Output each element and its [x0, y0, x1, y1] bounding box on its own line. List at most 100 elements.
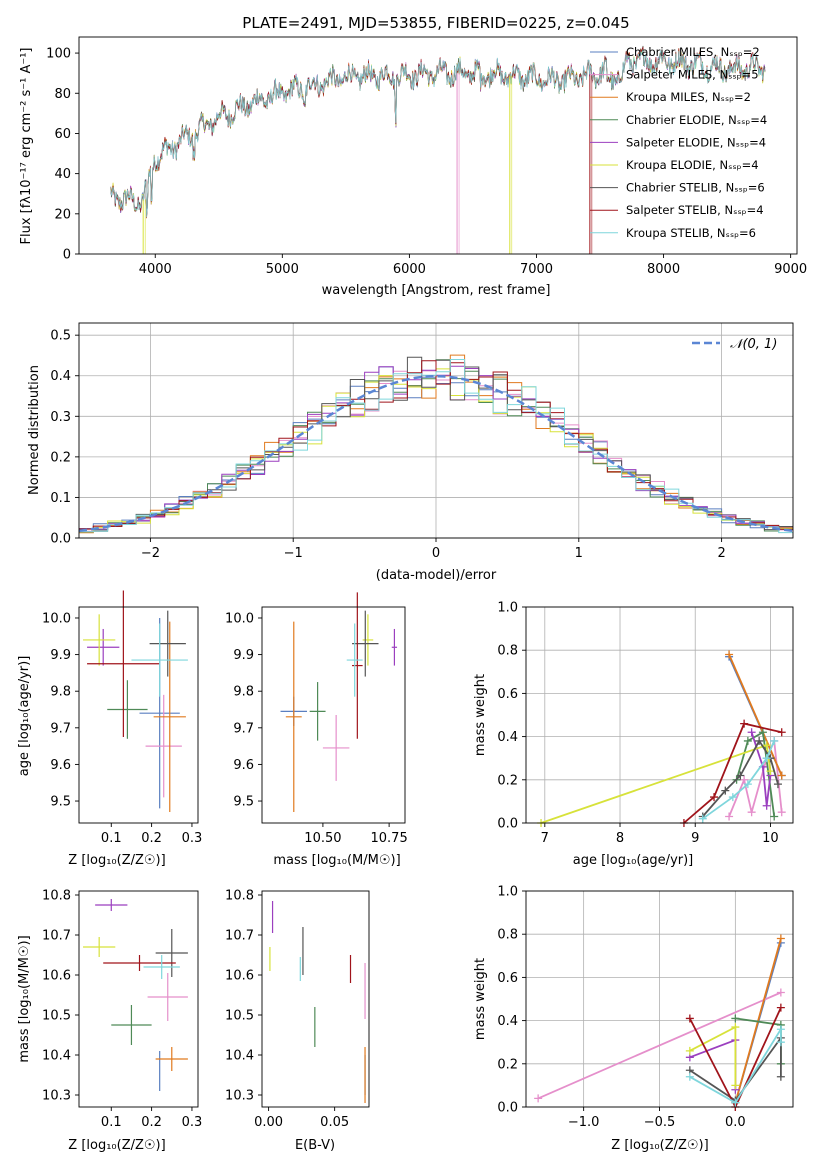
y-tick-label: 0 [63, 248, 71, 263]
mass-age-xlabel: mass [log₁₀(M/M☉)] [273, 853, 400, 868]
massweight-marker [758, 728, 767, 737]
massweight-marker [731, 1098, 740, 1107]
z-massweight-ylabel: mass weight [473, 958, 488, 1040]
massweight-marker [776, 1003, 785, 1012]
massweight-series-line [750, 732, 772, 806]
massweight-marker [731, 1014, 740, 1023]
massweight-series-line [735, 730, 776, 817]
ebv-mass-panel: E(B-V) 0.00 0.05 10.3 10.4 10.5 10.6 10.7 10.8 [225, 889, 370, 1153]
histogram-series-step [79, 359, 793, 534]
histogram-xlabel: (data-model)/error [376, 568, 497, 583]
y-tick-label: 40 [54, 167, 71, 182]
y-tick-label: 0.2 [497, 1057, 518, 1072]
massweight-marker [725, 650, 734, 659]
y-tick-label: 9.7 [233, 721, 254, 736]
massweight-marker [736, 771, 745, 780]
x-tick-label: 2 [717, 546, 725, 561]
legend-entry: Chabrier MILES, Nₛₛₚ=2 [626, 45, 760, 59]
massweight-marker [777, 771, 786, 780]
y-tick-label: 0.6 [497, 971, 518, 986]
x-tick-label: 7000 [520, 262, 553, 277]
plot-frame [78, 890, 199, 1108]
y-tick-label: 9.8 [233, 685, 254, 700]
y-tick-label: 10.4 [225, 1049, 254, 1064]
massweight-series-line [689, 1035, 782, 1102]
x-tick-label: −0.5 [644, 1115, 676, 1130]
x-tick-label: 0.00 [254, 1115, 283, 1130]
massweight-series-line [689, 1025, 737, 1086]
y-tick-label: 0.0 [497, 1101, 518, 1116]
x-tick-label: −2 [141, 546, 160, 561]
y-tick-label: 0.4 [50, 369, 71, 384]
z-age-xlabel: Z [log₁₀(Z/Z☉)] [68, 853, 165, 868]
massweight-series-line [702, 739, 779, 818]
massweight-series-line [683, 722, 782, 824]
y-tick-label: 9.6 [50, 758, 71, 773]
x-tick-label: 6000 [393, 262, 426, 277]
spectrum-series-line [110, 49, 766, 218]
legend-entry: Chabrier STELIB, Nₛₛₚ=6 [626, 181, 765, 195]
massweight-marker [685, 1072, 694, 1081]
mass-age-panel: mass [log₁₀(M/M☉)] 10.50 10.75 9.5 9.6 9.7 9.… [225, 592, 408, 868]
x-tick-label: 8 [616, 831, 624, 846]
x-tick-label: 0.3 [182, 1115, 203, 1130]
legend-entry: Chabrier ELODIE, Nₛₛₚ=4 [626, 113, 767, 127]
massweight-marker [762, 754, 771, 763]
massweight-marker [710, 793, 719, 802]
x-tick-label: 7 [541, 831, 549, 846]
y-tick-label: 10.4 [42, 1049, 71, 1064]
legend-entry: 𝒩(0, 1) [730, 337, 777, 352]
y-tick-label: 9.7 [50, 721, 71, 736]
y-tick-label: 10.0 [225, 611, 254, 626]
y-tick-label: 1.0 [497, 885, 518, 900]
massweight-marker [731, 1023, 740, 1032]
x-tick-label: −1 [284, 546, 303, 561]
legend-entry: Kroupa ELODIE, Nₛₛₚ=4 [626, 158, 759, 172]
massweight-marker [743, 736, 752, 745]
massweight-series-line [734, 938, 782, 1103]
massweight-series-line [540, 743, 772, 824]
y-tick-label: 0.8 [497, 644, 518, 659]
y-tick-label: 0.2 [497, 773, 518, 788]
x-tick-label: 5000 [266, 262, 299, 277]
plot-frame [525, 890, 794, 1108]
spectrum-title: PLATE=2491, MJD=53855, FIBERID=0225, z=0… [242, 14, 629, 32]
z-massweight-panel: Z [log₁₀(Z/Z☉)] mass weight −1.0 −0.5 0.0 0… [473, 885, 794, 1153]
massweight-marker [747, 728, 756, 737]
x-tick-label: 4000 [139, 262, 172, 277]
x-tick-label: 0.3 [182, 831, 203, 846]
massweight-marker [776, 988, 785, 997]
y-tick-label: 10.5 [225, 1009, 254, 1024]
massweight-marker [777, 808, 786, 817]
normal-curve [78, 374, 794, 533]
x-tick-label: 10.75 [371, 831, 408, 846]
x-tick-label: 0 [432, 546, 440, 561]
massweight-marker [725, 812, 734, 821]
massweight-marker [740, 719, 749, 728]
y-tick-label: 0.4 [497, 730, 518, 745]
massweight-series-line [728, 654, 783, 776]
z-age-ylabel: age [log₁₀(age/yr)] [17, 656, 32, 777]
y-tick-label: 10.7 [42, 929, 71, 944]
y-tick-label: 0.0 [497, 817, 518, 832]
y-tick-label: 0.6 [497, 687, 518, 702]
x-tick-label: 0.1 [101, 831, 122, 846]
y-tick-label: 0.2 [50, 450, 71, 465]
y-tick-label: 80 [54, 87, 71, 102]
plot-frame [78, 606, 199, 824]
legend-entry: Salpeter MILES, Nₛₛₚ=5 [626, 68, 759, 82]
y-tick-label: 1.0 [497, 601, 518, 616]
massweight-marker [776, 1038, 785, 1047]
massweight-marker [762, 801, 771, 810]
x-tick-label: 10.50 [304, 831, 341, 846]
y-tick-label: 9.9 [233, 648, 254, 663]
x-tick-label: 0.1 [101, 1115, 122, 1130]
ebv-mass-xlabel: E(B-V) [295, 1138, 335, 1153]
y-tick-label: 0.5 [50, 329, 71, 344]
y-tick-label: 10.8 [42, 889, 71, 904]
y-tick-label: 10.6 [42, 969, 71, 984]
massweight-marker [685, 1014, 694, 1023]
massweight-marker [747, 808, 756, 817]
massweight-marker [740, 775, 749, 784]
